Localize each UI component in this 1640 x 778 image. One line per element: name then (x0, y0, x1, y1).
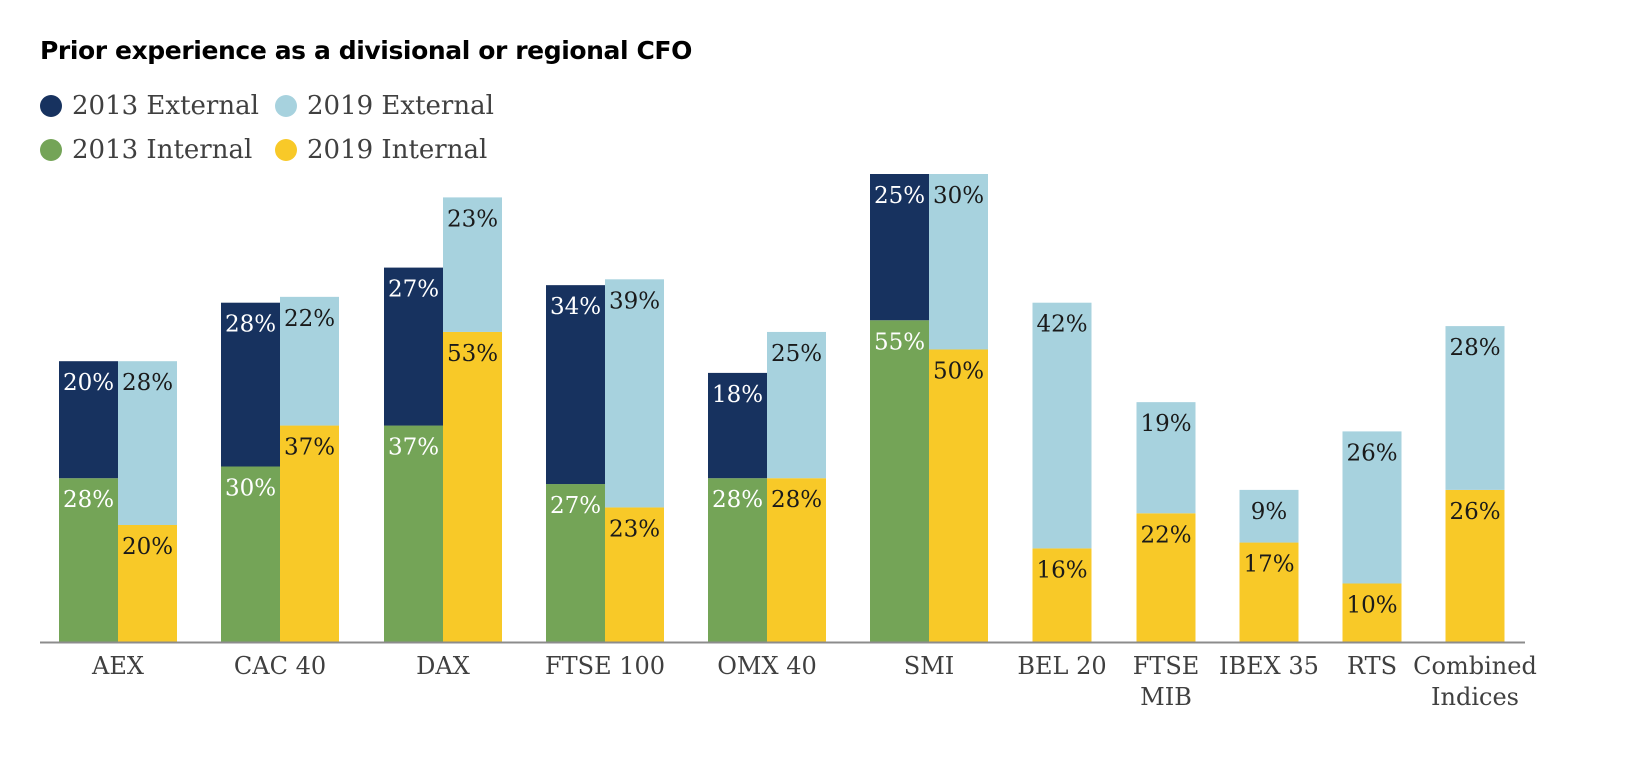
bar-combined-indices-2019-external (1445, 326, 1505, 490)
x-tick-label-aex: AEX (91, 652, 144, 680)
data-label-combined-indices-2019-external: 28% (1449, 335, 1500, 361)
data-label-ftse-mib-2019-internal: 22% (1140, 522, 1191, 548)
x-tick-label-ftse-mib: FTSE MIB (1133, 652, 1200, 711)
bar-omx-40-2013-external (708, 372, 767, 479)
legend-label-2019-internal: 2019 Internal (307, 135, 488, 165)
x-tick-label-bel-20: BEL 20 (1017, 652, 1106, 680)
data-label-smi-2019-external: 30% (933, 183, 984, 209)
chart-title: Prior experience as a divisional or regi… (40, 36, 692, 65)
data-label-aex-2013-internal: 28% (63, 487, 114, 513)
bar-ftse-100-2019-internal (605, 507, 664, 642)
legend-item-2013-internal: 2013 Internal (40, 132, 252, 168)
bar-aex-2019-internal (118, 525, 177, 642)
data-label-smi-2013-external: 25% (874, 183, 925, 209)
bar-combined-indices-2019-internal (1445, 489, 1505, 642)
data-label-ftse-mib-2019-external: 19% (1140, 411, 1191, 437)
data-label-cac-40-2019-external: 22% (284, 306, 335, 332)
data-label-aex-2013-external: 20% (63, 370, 114, 396)
legend-item-2019-internal: 2019 Internal (275, 132, 487, 168)
bar-aex-2019-external (118, 361, 177, 525)
data-label-omx-40-2013-internal: 28% (712, 487, 763, 513)
bar-bel-20-2019-external (1032, 302, 1092, 549)
data-label-bel-20-2019-external: 42% (1036, 312, 1087, 338)
legend-label-2013-internal: 2013 Internal (72, 135, 253, 165)
bar-dax-2013-external (384, 267, 443, 426)
data-label-dax-2019-external: 23% (447, 206, 498, 232)
bar-omx-40-2019-internal (767, 478, 826, 642)
bar-cac-40-2019-internal (280, 425, 339, 642)
bar-cac-40-2013-internal (221, 466, 280, 642)
data-label-ftse-100-2019-internal: 23% (609, 516, 660, 542)
data-label-dax-2013-external: 27% (388, 277, 439, 303)
bar-ibex-35-2019-external (1239, 489, 1299, 543)
x-tick-label-ftse-100: FTSE 100 (545, 652, 665, 680)
bar-rts-2019-external (1342, 431, 1402, 584)
data-label-omx-40-2013-external: 18% (712, 382, 763, 408)
x-tick-label-combined-indices: Combined Indices (1413, 652, 1537, 711)
data-label-cac-40-2019-internal: 37% (284, 435, 335, 461)
bar-rts-2019-internal (1342, 583, 1402, 642)
bar-bel-20-2019-internal (1032, 548, 1092, 642)
legend-item-2013-external: 2013 External (40, 88, 259, 124)
legend-swatch-2019-internal (275, 139, 297, 161)
legend-label-2019-external: 2019 External (307, 91, 494, 121)
legend-item-2019-external: 2019 External (275, 88, 494, 124)
bar-ftse-100-2013-external (546, 285, 605, 485)
bar-ibex-35-2019-internal (1239, 542, 1299, 642)
bar-dax-2013-internal (384, 425, 443, 642)
data-label-cac-40-2013-internal: 30% (225, 476, 276, 502)
legend-label-2013-external: 2013 External (72, 91, 259, 121)
data-label-omx-40-2019-external: 25% (771, 341, 822, 367)
data-label-dax-2019-internal: 53% (447, 341, 498, 367)
bar-ftse-mib-2019-internal (1136, 513, 1196, 642)
data-label-smi-2019-internal: 50% (933, 359, 984, 385)
data-label-ftse-100-2013-external: 34% (550, 294, 601, 320)
bar-cac-40-2013-external (221, 302, 280, 467)
bar-dax-2019-internal (443, 331, 502, 642)
bar-smi-2013-external (870, 174, 929, 321)
data-label-ibex-35-2019-internal: 17% (1243, 552, 1294, 578)
data-label-dax-2013-internal: 37% (388, 435, 439, 461)
data-label-ftse-100-2013-internal: 27% (550, 493, 601, 519)
legend-swatch-2019-external (275, 95, 297, 117)
x-tick-label-dax: DAX (416, 652, 470, 680)
bar-smi-2019-internal (929, 349, 988, 642)
bar-smi-2013-internal (870, 320, 929, 642)
bar-smi-2019-external (929, 174, 988, 350)
data-label-cac-40-2013-external: 28% (225, 312, 276, 338)
x-tick-label-smi: SMI (904, 652, 955, 680)
x-tick-label-cac-40: CAC 40 (234, 652, 326, 680)
data-label-bel-20-2019-internal: 16% (1036, 557, 1087, 583)
legend-swatch-2013-external (40, 95, 62, 117)
bar-omx-40-2013-internal (708, 478, 767, 642)
data-label-aex-2019-internal: 20% (122, 534, 173, 560)
data-label-ftse-100-2019-external: 39% (609, 288, 660, 314)
bar-dax-2019-external (443, 197, 502, 332)
bar-aex-2013-external (59, 361, 118, 479)
bar-ftse-100-2013-internal (546, 484, 605, 642)
data-label-rts-2019-external: 26% (1346, 440, 1397, 466)
data-label-ibex-35-2019-external: 9% (1251, 499, 1288, 525)
bar-ftse-100-2019-external (605, 279, 664, 508)
bar-ftse-mib-2019-external (1136, 402, 1196, 514)
data-label-rts-2019-internal: 10% (1346, 593, 1397, 619)
chart-legend: 2013 External 2019 External 2013 Interna… (40, 88, 560, 178)
data-label-combined-indices-2019-internal: 26% (1449, 499, 1500, 525)
legend-swatch-2013-internal (40, 139, 62, 161)
x-tick-label-ibex-35: IBEX 35 (1219, 652, 1319, 680)
bar-cac-40-2019-external (280, 296, 339, 426)
x-tick-label-omx-40: OMX 40 (717, 652, 817, 680)
data-label-smi-2013-internal: 55% (874, 329, 925, 355)
bar-omx-40-2019-external (767, 331, 826, 479)
x-tick-label-rts: RTS (1347, 652, 1397, 680)
data-label-aex-2019-external: 28% (122, 370, 173, 396)
data-label-omx-40-2019-internal: 28% (771, 487, 822, 513)
bar-aex-2013-internal (59, 478, 118, 642)
